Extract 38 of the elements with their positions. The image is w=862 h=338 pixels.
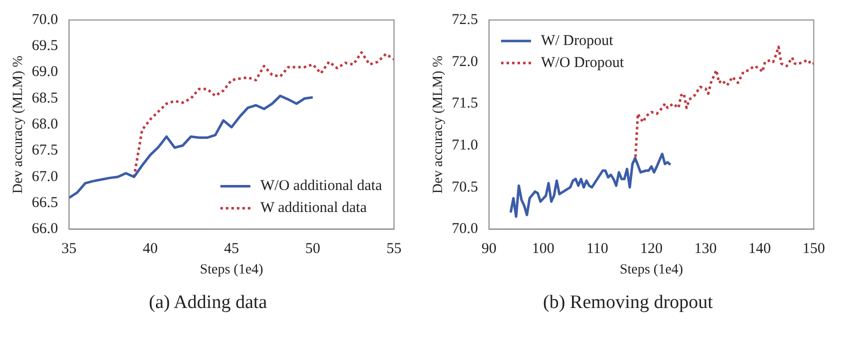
legend-label: W/ Dropout (541, 32, 614, 49)
x-tick-label: 140 (748, 241, 771, 258)
y-tick-label: 71.0 (452, 137, 478, 154)
x-tick-label: 50 (305, 241, 320, 258)
x-tick-label: 45 (224, 241, 240, 258)
y-tick-label: 71.5 (452, 96, 478, 112)
x-tick-label: 100 (532, 241, 554, 258)
line-series (634, 46, 814, 164)
y-axis-title: Dev accuracy (MLM) % (11, 55, 26, 194)
x-tick-label: 55 (386, 241, 402, 258)
legend-label: W/O Dropout (541, 54, 625, 71)
y-tick-label: 69.0 (32, 64, 58, 80)
y-tick-label: 70.0 (32, 12, 58, 28)
y-tick-label: 67.5 (32, 142, 58, 159)
text: (a) Adding data (148, 292, 268, 314)
y-tick-label: 68.0 (32, 116, 58, 133)
y-tick-label: 70.0 (452, 221, 478, 238)
y-tick-label: 66.0 (32, 221, 58, 238)
x-tick-label: 130 (694, 241, 717, 258)
y-tick-label: 67.0 (32, 168, 58, 185)
x-tick-label: 90 (482, 241, 497, 258)
x-tick-label: 40 (142, 241, 158, 258)
y-axis-title: Dev accuracy (MLM) % (431, 55, 446, 194)
y-tick-label: 69.5 (32, 38, 58, 54)
y-tick-label: 68.5 (32, 90, 58, 106)
x-tick-label: 35 (62, 241, 77, 258)
x-tick-label: 120 (640, 241, 663, 258)
y-tick-label: 72.5 (452, 12, 478, 28)
y-tick-label: 66.5 (32, 194, 58, 211)
x-axis-title: Steps (1e4) (200, 262, 264, 278)
x-tick-label: 150 (802, 241, 825, 258)
x-tick-label: 110 (586, 241, 608, 258)
x-axis-title: Steps (1e4) (620, 262, 684, 278)
y-tick-label: 72.0 (452, 54, 478, 70)
y-tick-label: 70.5 (452, 179, 478, 196)
text: (b) Removing dropout (542, 292, 714, 314)
legend-label: W/O additional data (260, 178, 382, 194)
legend-label: W additional data (260, 200, 368, 216)
